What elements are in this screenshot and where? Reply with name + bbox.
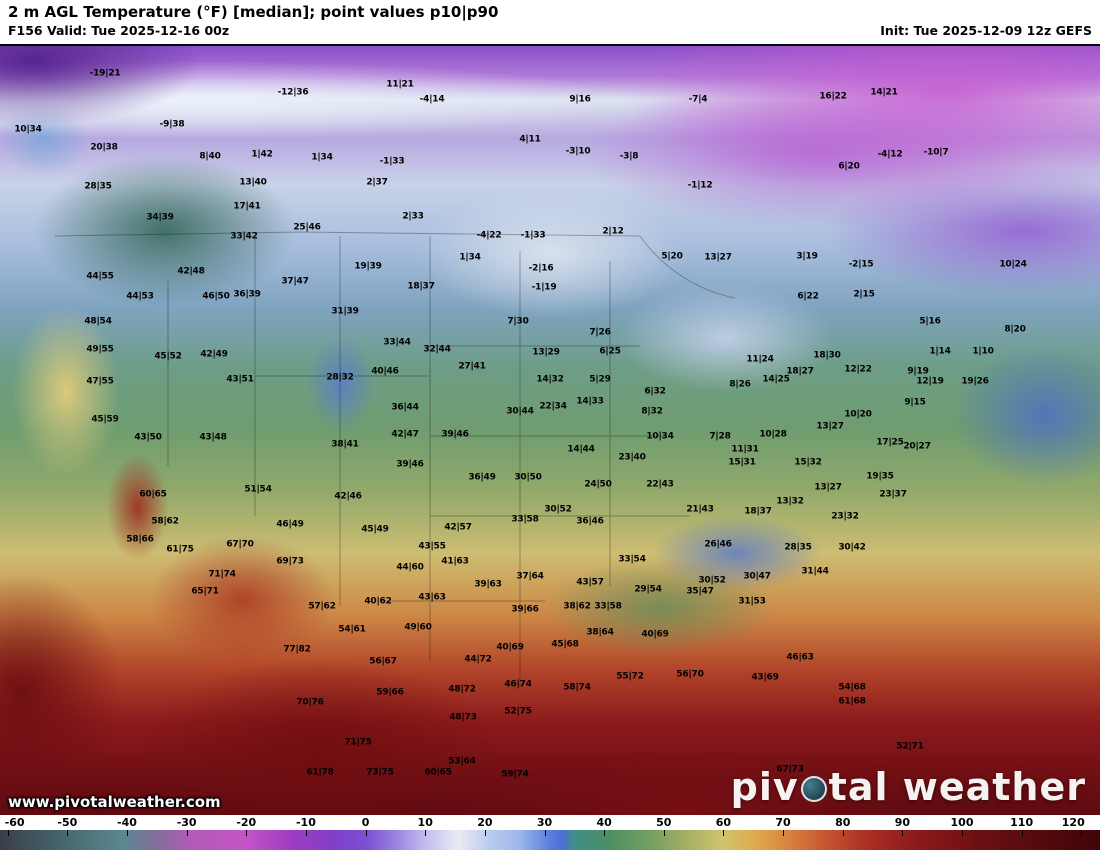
colorbar-tick-label: 30 xyxy=(536,816,553,829)
colorbar-tick-mark xyxy=(723,830,725,836)
colorbar-gradient xyxy=(0,830,1100,850)
colorbar-tick-mark xyxy=(663,830,665,836)
colorbar-tick-label: -20 xyxy=(236,816,257,829)
colorbar-tick-mark xyxy=(126,830,128,836)
colorbar-tick-mark xyxy=(783,830,785,836)
colorbar-tick-mark xyxy=(842,830,844,836)
map-header: 2 m AGL Temperature (°F) [median]; point… xyxy=(0,0,1100,46)
globe-icon xyxy=(800,776,827,802)
colorbar-tick-label: 20 xyxy=(477,816,493,829)
colorbar-tick-label: 70 xyxy=(775,816,791,829)
colorbar-tick-label: -30 xyxy=(176,816,197,829)
model-init-time: Init: Tue 2025-12-09 12z GEFS xyxy=(880,23,1092,38)
colorbar-tick-mark xyxy=(902,830,904,836)
brand-suffix: tal weather xyxy=(828,765,1086,809)
colorbar-tick-mark xyxy=(1021,830,1023,836)
brand-prefix: piv xyxy=(730,765,799,809)
colorbar-tick-mark xyxy=(425,830,427,836)
colorbar-tick-mark xyxy=(67,830,69,836)
colorbar-tick-mark xyxy=(186,830,188,836)
colorbar-tick-mark xyxy=(365,830,367,836)
colorbar-tick-label: -10 xyxy=(295,816,316,829)
map-title: 2 m AGL Temperature (°F) [median]; point… xyxy=(8,3,499,21)
colorbar-tick-label: 10 xyxy=(417,816,433,829)
colorbar-tick-label: -50 xyxy=(57,816,78,829)
temperature-map[interactable]: www.pivotalweather.com piv tal weather xyxy=(0,46,1100,815)
colorbar-tick-label: 50 xyxy=(656,816,672,829)
colorbar-tick-label: -40 xyxy=(117,816,137,829)
colorbar-tick-label: 40 xyxy=(596,816,612,829)
colorbar-tick-label: 90 xyxy=(894,816,911,829)
colorbar-tick-mark xyxy=(604,830,606,836)
colorbar-tick-label: 60 xyxy=(715,816,732,829)
colorbar-tick-label: 0 xyxy=(361,816,370,829)
forecast-valid-time: F156 Valid: Tue 2025-12-16 00z xyxy=(8,23,230,38)
colorbar-tick-mark xyxy=(544,830,546,836)
colorbar-tick-mark xyxy=(484,830,486,836)
colorbar-tick-mark xyxy=(1081,830,1083,836)
colorbar-tick-mark xyxy=(246,830,248,836)
colorbar-tick-label: 120 xyxy=(1061,816,1085,829)
colorbar-tick-mark xyxy=(962,830,963,836)
colorbar-tick-label: 110 xyxy=(1010,816,1034,829)
watermark-url: www.pivotalweather.com xyxy=(8,793,221,811)
state-borders xyxy=(54,231,736,686)
colorbar: -60 -50 -40 -30 -20 -10 0 10 20 30 40 50 60 70 80 90 100… xyxy=(0,815,1100,850)
colorbar-tick-label: -60 xyxy=(4,816,25,829)
colorbar-labels: -60 -50 -40 -30 -20 -10 0 10 20 30 40 50 60 70 80 90 100… xyxy=(0,815,1100,830)
colorbar-tick-mark xyxy=(305,830,307,836)
temperature-fill-field xyxy=(0,46,1100,815)
colorbar-tick-label: 100 xyxy=(950,816,974,829)
colorbar-tick-label: 80 xyxy=(835,816,851,829)
brand-logo: piv tal weather xyxy=(731,765,1086,809)
colorbar-tick-mark xyxy=(7,830,9,836)
